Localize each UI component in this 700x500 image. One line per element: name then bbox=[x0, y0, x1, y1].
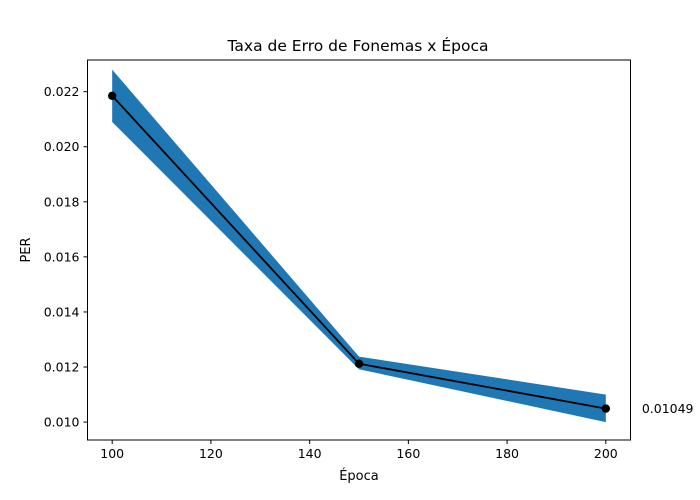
y-axis-label: PER bbox=[19, 237, 34, 262]
y-tick-label: 0.014 bbox=[44, 304, 80, 319]
plot-area bbox=[107, 69, 611, 423]
y-tick-label: 0.010 bbox=[44, 415, 80, 430]
annotations: 0.01049 bbox=[642, 401, 694, 416]
y-tick-label: 0.012 bbox=[44, 360, 80, 375]
data-point bbox=[107, 91, 117, 100]
x-tick-label: 200 bbox=[594, 446, 618, 461]
x-tick-label: 140 bbox=[298, 446, 322, 461]
plot-frame bbox=[87, 59, 631, 441]
x-tick-label: 180 bbox=[495, 446, 519, 461]
data-point bbox=[601, 404, 611, 413]
chart-title: Taxa de Erro de Fonemas x Época bbox=[227, 36, 489, 55]
data-label: 0.01049 bbox=[642, 401, 694, 416]
y-tick-label: 0.016 bbox=[44, 249, 80, 264]
y-tick-label: 0.018 bbox=[44, 194, 80, 209]
x-axis-ticks: 100 120 140 160 180 200 bbox=[100, 440, 618, 461]
x-tick-label: 100 bbox=[100, 446, 124, 461]
x-tick-label: 160 bbox=[396, 446, 420, 461]
x-tick-label: 120 bbox=[199, 446, 223, 461]
y-tick-label: 0.022 bbox=[44, 84, 80, 99]
y-axis-ticks: 0.010 0.012 0.014 0.016 0.018 0.020 0.022 bbox=[44, 84, 88, 430]
data-point bbox=[354, 359, 364, 368]
y-tick-label: 0.020 bbox=[44, 139, 80, 154]
x-axis-label: Época bbox=[339, 468, 379, 484]
